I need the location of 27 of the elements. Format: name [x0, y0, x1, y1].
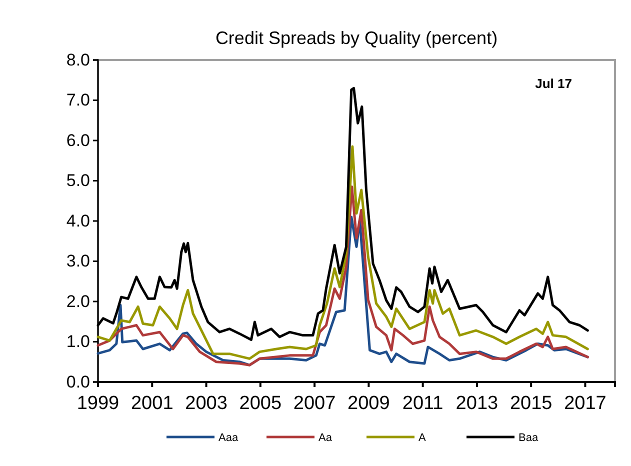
y-tick-label: 6.0	[66, 130, 90, 150]
x-tick-label: 2001	[130, 393, 174, 414]
chart-title: Credit Spreads by Quality (percent)	[215, 28, 498, 48]
legend-label: A	[418, 432, 426, 444]
line-series	[96, 145, 589, 360]
x-tick-label: 2017	[564, 393, 606, 414]
legend-label: Aa	[318, 432, 333, 444]
x-tick-label: 2003	[185, 393, 228, 414]
y-tick-label: 7.0	[66, 90, 90, 110]
x-tick-label: 2015	[510, 393, 552, 414]
x-tick-label: 2005	[239, 393, 282, 414]
y-tick-label: 1.0	[66, 332, 90, 352]
legend-label: Baa	[518, 432, 539, 444]
y-tick-label: 4.0	[66, 211, 90, 230]
x-tick-label: 1999	[76, 393, 120, 414]
y-tick-label: 3.0	[66, 252, 90, 271]
y-tick-label: 2.0	[66, 292, 90, 311]
x-tick-label: 2013	[456, 393, 498, 414]
annotation: Jul 17	[535, 76, 572, 91]
y-tick-label: 0.0	[66, 372, 90, 392]
x-tick-label: 2011	[402, 393, 444, 414]
x-tick-label: 2007	[293, 393, 336, 414]
y-tick-label: 8.0	[66, 50, 90, 70]
legend-label: Aaa	[218, 432, 239, 444]
line-series	[96, 186, 589, 366]
y-tick-label: 5.0	[66, 171, 90, 190]
x-tick-label: 2009	[348, 393, 390, 414]
